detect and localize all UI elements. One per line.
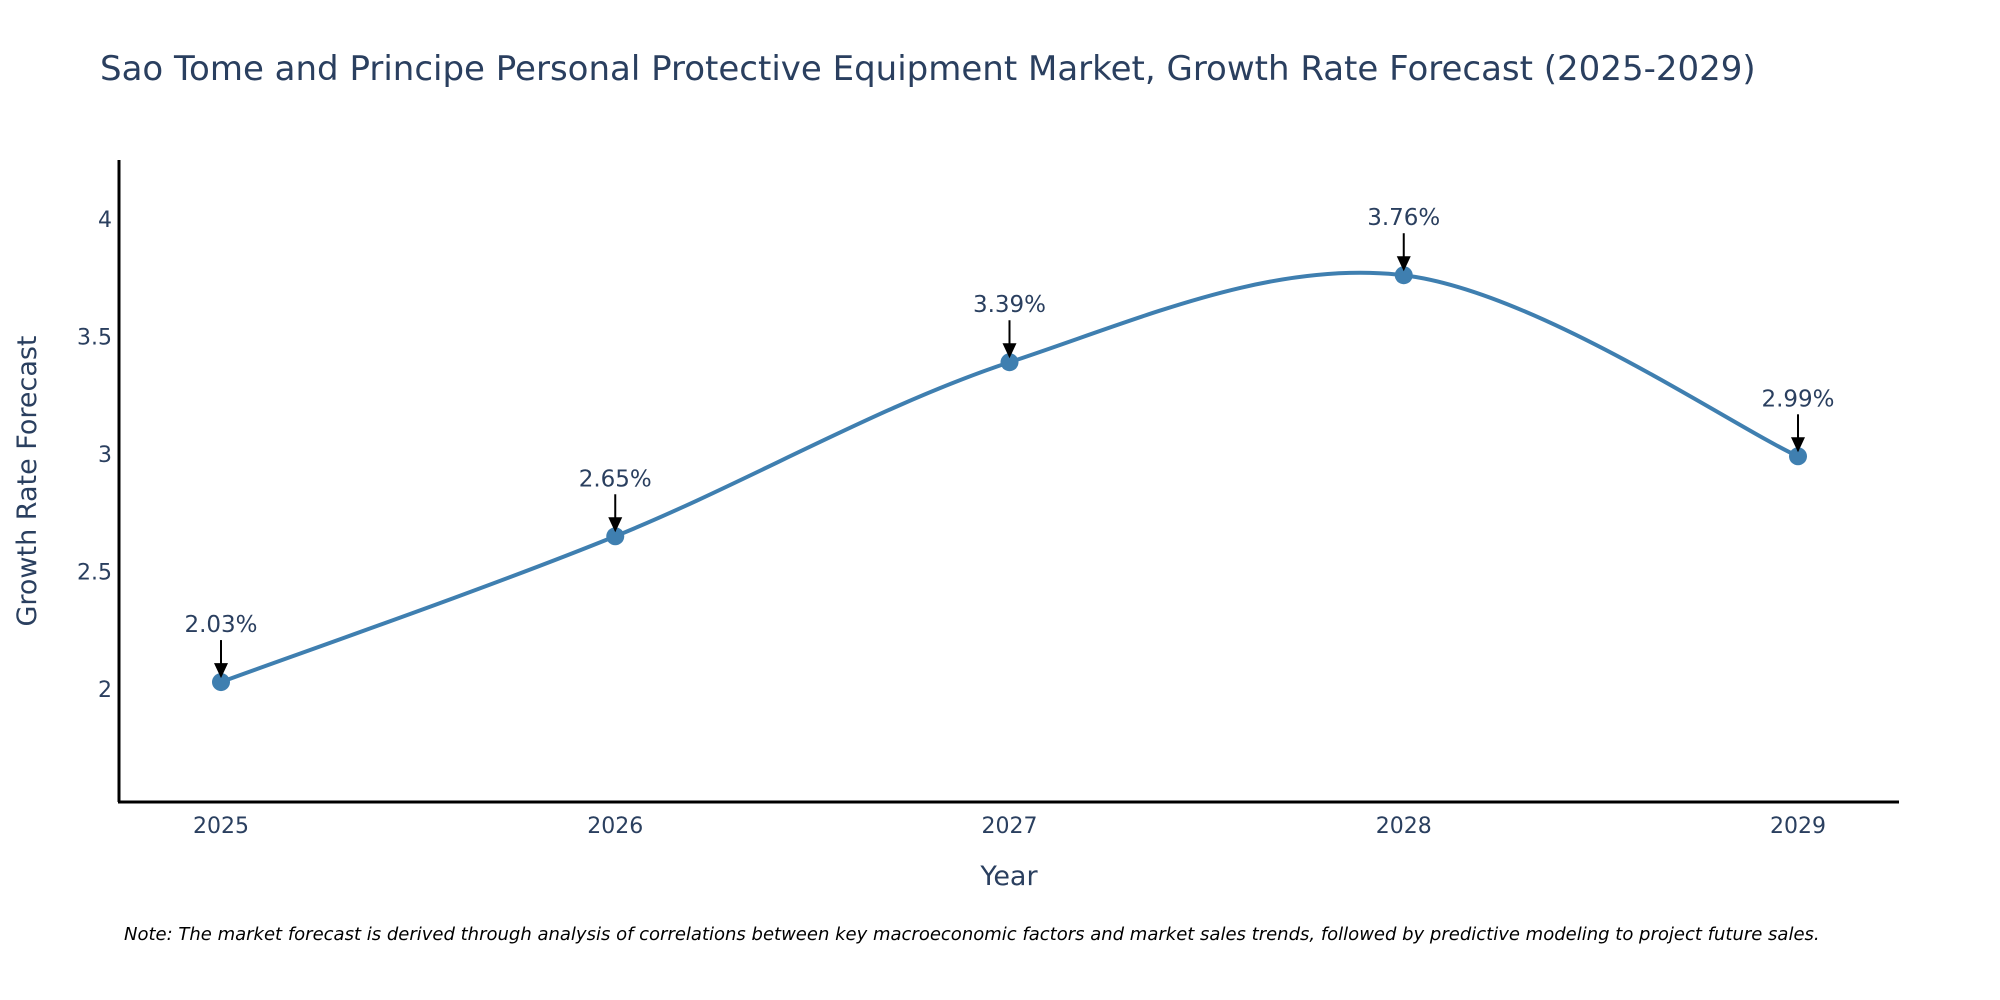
- annotation-arrow-head: [1791, 437, 1805, 453]
- data-label: 3.39%: [973, 292, 1046, 318]
- data-label: 2.99%: [1761, 386, 1834, 412]
- x-ticks: 2025 2026 2027 2028 2029: [193, 814, 1826, 839]
- x-tick-label: 2029: [1770, 814, 1826, 839]
- annotation-arrow-head: [214, 663, 228, 679]
- x-tick-label: 2025: [193, 814, 249, 839]
- data-label: 3.76%: [1367, 205, 1440, 231]
- annotation-arrow-head: [608, 517, 623, 533]
- data-point: [1000, 353, 1019, 372]
- axes: [117, 160, 1899, 804]
- annotation-arrow-head: [1396, 256, 1411, 272]
- chart-title: Sao Tome and Principe Personal Protectiv…: [100, 49, 1756, 89]
- y-tick-label: 4: [98, 208, 112, 233]
- y-tick-label: 3.5: [77, 325, 112, 350]
- data-points: [212, 266, 1807, 692]
- data-point: [212, 673, 230, 692]
- x-axis-title: Year: [979, 861, 1038, 892]
- data-label: 2.65%: [579, 466, 652, 492]
- y-tick-label: 2: [98, 678, 112, 703]
- y-tick-label: 3: [98, 443, 112, 468]
- y-tick-label: 2.5: [77, 561, 112, 586]
- y-ticks: 2 2.5 3 3.5 4: [77, 208, 112, 703]
- data-point: [1394, 266, 1413, 285]
- footnote: Note: The market forecast is derived thr…: [124, 924, 1820, 945]
- data-point: [1789, 447, 1807, 466]
- annotation-arrow-head: [1002, 343, 1017, 359]
- y-axis-title: Growth Rate Forecast: [12, 335, 43, 626]
- x-tick-label: 2027: [982, 814, 1038, 839]
- data-annotations: 2.03% 2.65% 3.39% 3.76% 2.99%: [184, 205, 1835, 679]
- data-point: [606, 527, 625, 546]
- data-label: 2.03%: [184, 612, 257, 638]
- x-tick-label: 2026: [587, 814, 643, 839]
- x-tick-label: 2028: [1376, 814, 1432, 839]
